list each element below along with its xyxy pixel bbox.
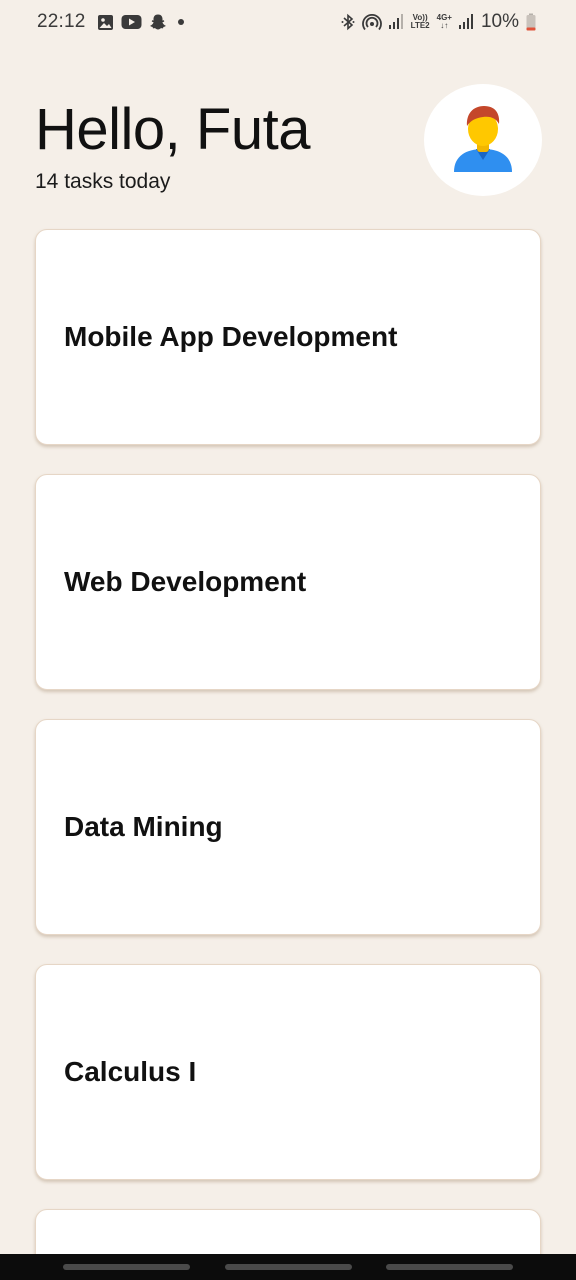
signal-icon <box>389 14 404 30</box>
battery-percentage: 10% <box>481 11 519 33</box>
tasks-count: 14 tasks today <box>35 170 170 194</box>
nav-home-button[interactable] <box>225 1264 352 1270</box>
nav-back-button[interactable] <box>386 1264 513 1270</box>
status-time: 22:12 <box>37 11 86 33</box>
course-title: Calculus I <box>64 1056 196 1088</box>
course-card[interactable]: Web Development <box>35 474 541 690</box>
battery-icon <box>526 13 536 31</box>
course-title: Data Mining <box>64 811 223 843</box>
status-left: 22:12 <box>37 11 188 33</box>
hotspot-icon <box>362 13 382 31</box>
header: Hello, Futa 14 tasks today <box>35 84 542 196</box>
snapchat-icon <box>149 13 167 31</box>
nav-recents-button[interactable] <box>63 1264 190 1270</box>
dot-icon <box>174 15 188 29</box>
course-title: Mobile App Development <box>64 321 397 353</box>
volte-bottom-text: LTE2 <box>411 22 430 30</box>
signal-icon <box>459 14 474 30</box>
greeting-title: Hello, Futa <box>35 96 310 163</box>
image-icon <box>97 14 114 31</box>
course-card[interactable]: Data Mining <box>35 719 541 935</box>
status-bar: 22:12 Vo)) <box>0 0 576 44</box>
course-list: Mobile App Development Web Development D… <box>35 229 541 1280</box>
4g-icon: 4G+ ↓↑ <box>437 14 452 30</box>
status-right: Vo)) LTE2 4G+ ↓↑ 10% <box>341 11 536 33</box>
course-card[interactable]: Calculus I <box>35 964 541 1180</box>
course-title: Web Development <box>64 566 306 598</box>
course-card[interactable]: Mobile App Development <box>35 229 541 445</box>
avatar[interactable] <box>424 84 542 196</box>
network-arrows-text: ↓↑ <box>440 22 448 30</box>
youtube-icon <box>121 14 142 30</box>
system-navigation-bar <box>0 1254 576 1280</box>
volte-icon: Vo)) LTE2 <box>411 14 430 30</box>
user-avatar-icon <box>450 102 516 179</box>
bluetooth-icon <box>341 13 355 31</box>
